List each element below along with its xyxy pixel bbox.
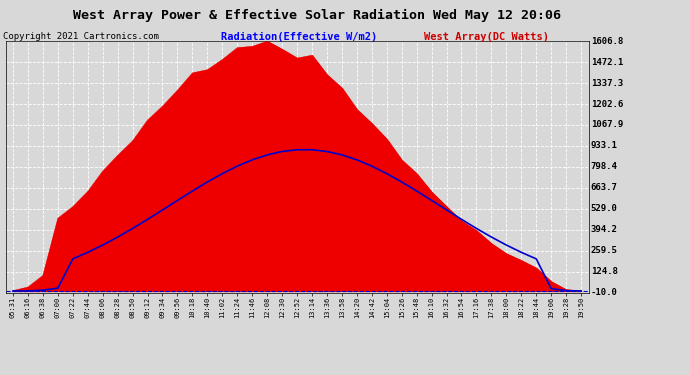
Text: 1202.6: 1202.6	[591, 100, 623, 109]
Text: 933.1: 933.1	[591, 141, 618, 150]
Text: -10.0: -10.0	[591, 288, 618, 297]
Text: 1337.3: 1337.3	[591, 79, 623, 88]
Text: West Array Power & Effective Solar Radiation Wed May 12 20:06: West Array Power & Effective Solar Radia…	[73, 9, 562, 22]
Text: 529.0: 529.0	[591, 204, 618, 213]
Text: 798.4: 798.4	[591, 162, 618, 171]
Text: Copyright 2021 Cartronics.com: Copyright 2021 Cartronics.com	[3, 32, 159, 41]
Text: 1472.1: 1472.1	[591, 58, 623, 67]
Text: West Array(DC Watts): West Array(DC Watts)	[424, 32, 549, 42]
Text: 663.7: 663.7	[591, 183, 618, 192]
Text: 1067.9: 1067.9	[591, 120, 623, 129]
Text: 259.5: 259.5	[591, 246, 618, 255]
Text: 394.2: 394.2	[591, 225, 618, 234]
Text: 1606.8: 1606.8	[591, 37, 623, 46]
Text: 124.8: 124.8	[591, 267, 618, 276]
Text: Radiation(Effective W/m2): Radiation(Effective W/m2)	[221, 32, 377, 42]
